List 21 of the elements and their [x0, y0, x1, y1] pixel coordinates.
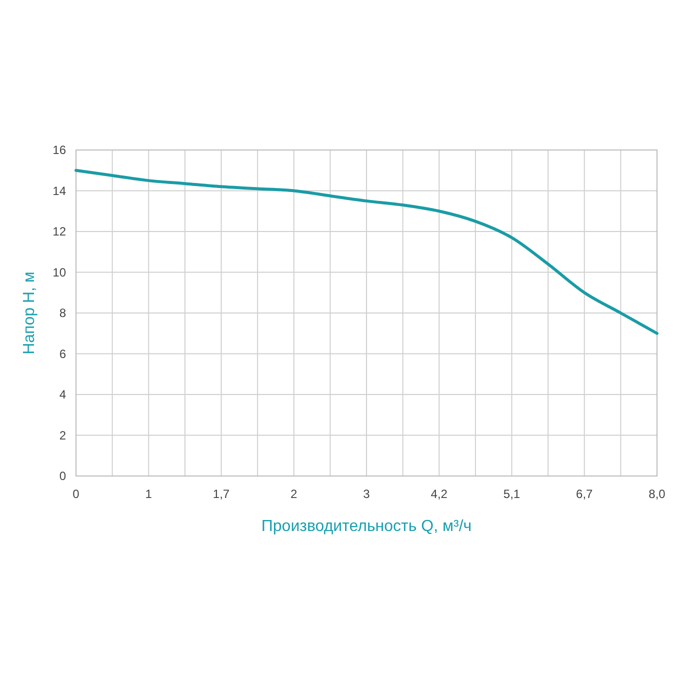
y-tick-label: 12 [52, 224, 66, 239]
x-tick-label: 8,0 [648, 487, 666, 501]
y-axis-title: Напор Н, м [21, 272, 38, 354]
x-tick-label: 4,2 [430, 487, 448, 501]
y-tick-label: 8 [59, 306, 66, 320]
y-tick-label: 2 [59, 428, 66, 442]
x-tick-label: 0 [72, 487, 80, 501]
x-tick-label: 2 [290, 487, 298, 501]
x-tick-label: 3 [363, 487, 370, 501]
y-tick-label: 14 [52, 184, 66, 198]
x-tick-label: 1 [145, 487, 152, 501]
x-tick-label: 1,7 [212, 487, 230, 501]
x-tick-label: 6,7 [576, 487, 594, 501]
y-tick-label: 0 [59, 469, 66, 484]
line-series [74, 168, 658, 335]
x-axis-title: Производительность Q, м³/ч [261, 518, 472, 535]
y-tick-label: 16 [52, 143, 66, 158]
y-tick-label: 4 [59, 388, 66, 402]
x-tick-label: 5,1 [503, 487, 520, 501]
y-tick-label: 6 [59, 346, 66, 361]
y-tick-label: 10 [52, 265, 66, 280]
